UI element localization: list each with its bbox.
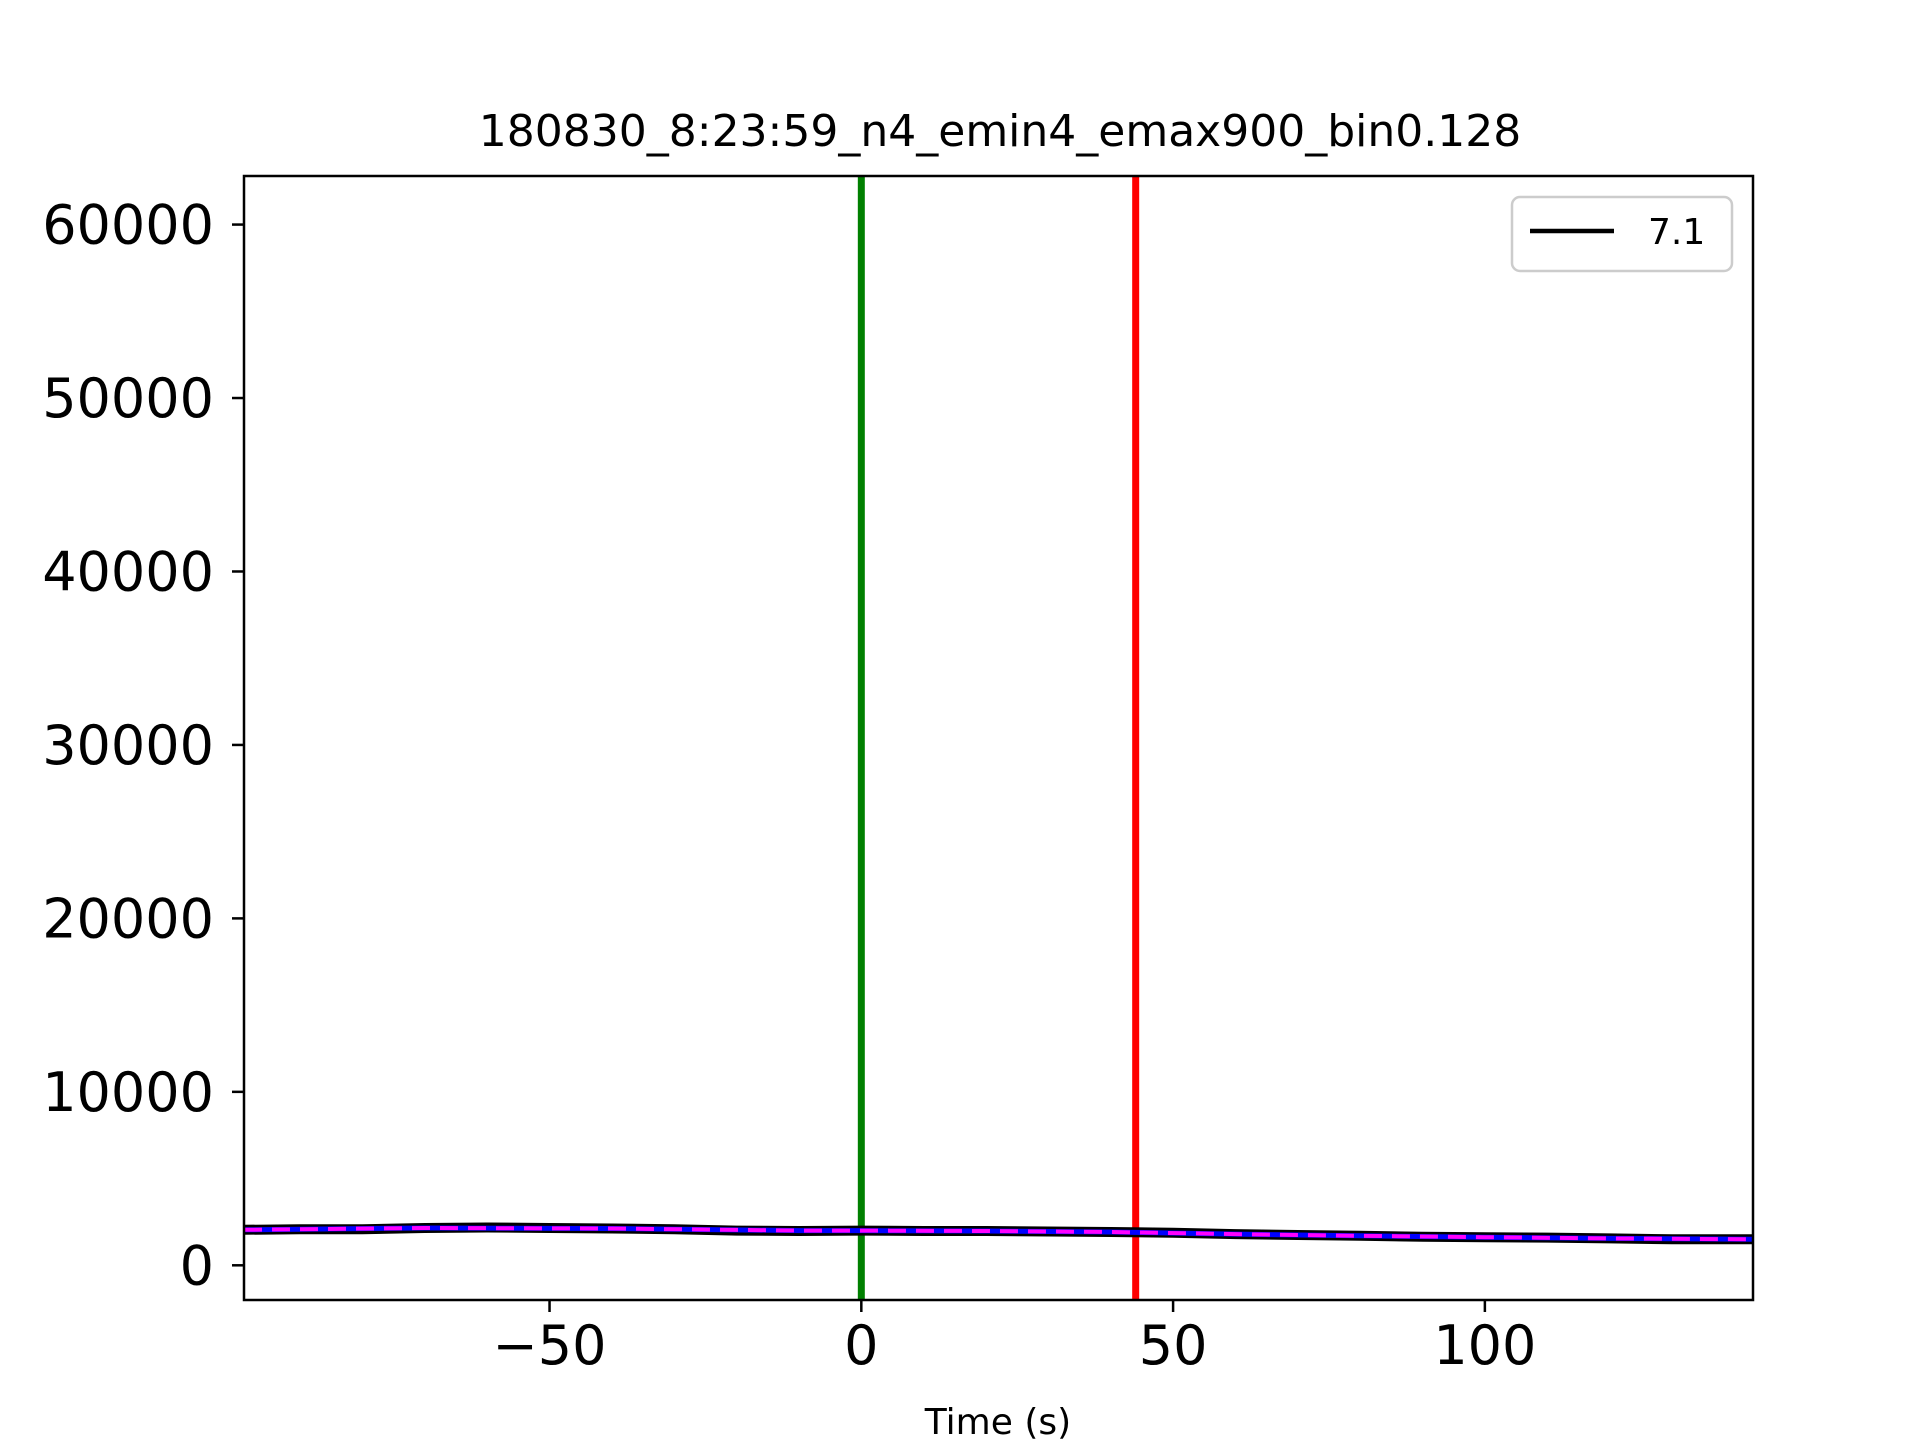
- y-tick-label: 0: [180, 1234, 214, 1297]
- legend-entry-label: 7.1: [1648, 212, 1705, 253]
- y-axis-ticks: 0 10000 20000 30000 40000 50000 60000: [42, 194, 244, 1297]
- y-tick-label: 30000: [42, 714, 214, 777]
- axes-frame: [242, 174, 1755, 1302]
- y-tick-label: 20000: [42, 887, 214, 950]
- y-tick-label: 60000: [42, 194, 214, 257]
- x-tick-label: −50: [493, 1314, 607, 1377]
- y-tick-label: 40000: [42, 540, 214, 603]
- plot-area: [243, 176, 1754, 1300]
- series-line-2: [243, 1226, 1754, 1242]
- data-series: [243, 1222, 1754, 1245]
- x-tick-label: 100: [1433, 1314, 1536, 1377]
- chart-title: 180830_8:23:59_n4_emin4_emax900_bin0.128: [479, 106, 1521, 157]
- x-axis-ticks: −50 0 50 100: [493, 1300, 1536, 1377]
- legend-box: [1510, 195, 1734, 273]
- x-tick-label: 50: [1139, 1314, 1208, 1377]
- x-axis-label: Time (s): [924, 1402, 1071, 1440]
- legend: 7.1: [1510, 195, 1734, 273]
- y-tick-label: 10000: [42, 1061, 214, 1124]
- y-tick-label: 50000: [42, 367, 214, 430]
- marker-lines: [857, 176, 1140, 1300]
- x-tick-label: 0: [844, 1314, 878, 1377]
